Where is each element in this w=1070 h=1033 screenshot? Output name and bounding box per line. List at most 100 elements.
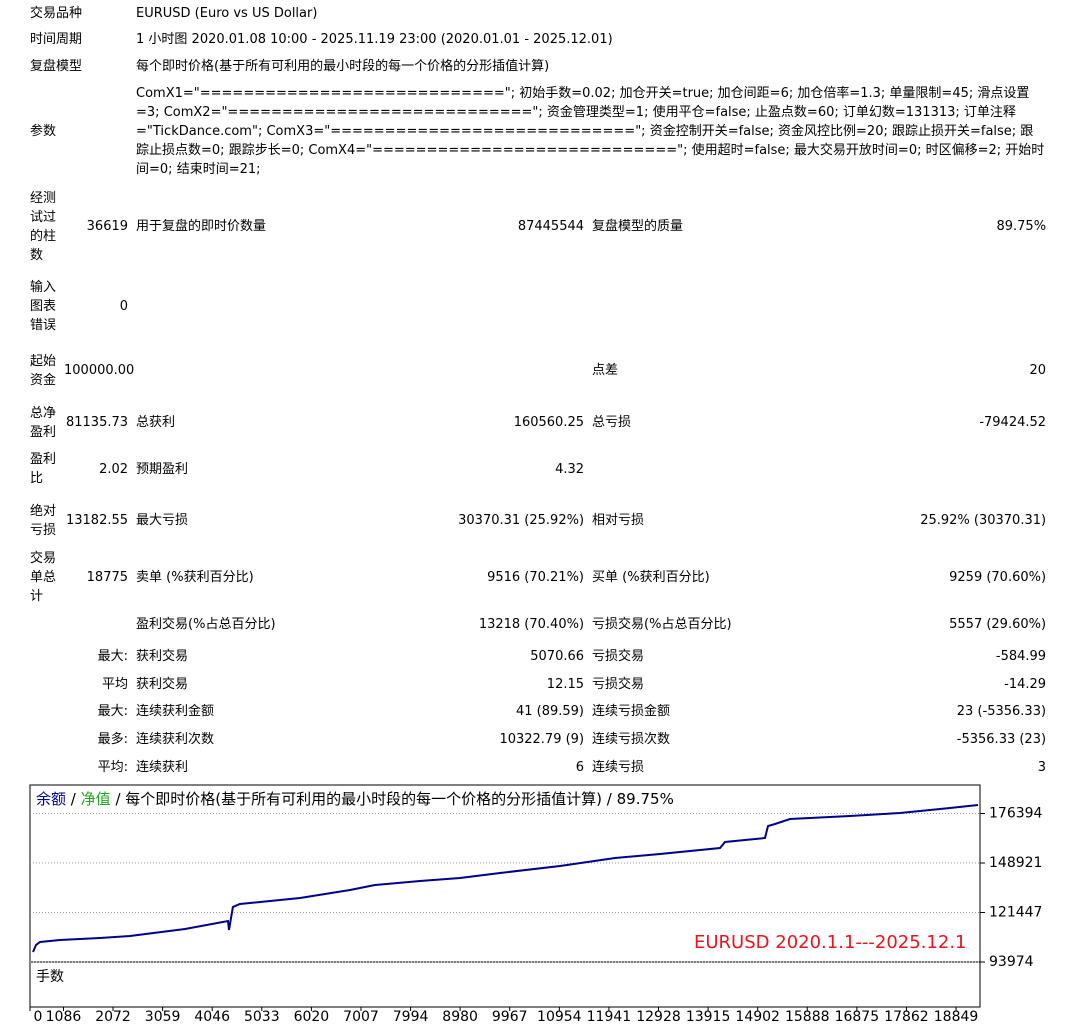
- x-tick-label: 2072: [95, 1009, 131, 1025]
- cell: 时间周期: [30, 32, 83, 47]
- cell: 6: [575, 759, 585, 775]
- x-tick-label: 1086: [46, 1009, 82, 1025]
- cell: ComX1="============================"; 初始…: [136, 85, 1045, 177]
- cell: [132, 271, 362, 342]
- cell: [818, 446, 1050, 492]
- cell: 获利交易: [136, 649, 189, 664]
- row: 时间周期 1 小时图 2020.01.08 10:00 - 2025.11.19 …: [26, 26, 1050, 53]
- x-tick-label: 10954: [537, 1009, 582, 1025]
- row: 平均 获利交易 12.15 亏损交易 -14.29: [26, 670, 1050, 698]
- cell: -584.99: [995, 649, 1047, 664]
- cell: -79424.52: [979, 415, 1047, 430]
- x-tick-label: 17862: [884, 1009, 929, 1025]
- cell: 23 (-5356.33): [956, 704, 1047, 719]
- cell: 连续亏损金额: [592, 704, 671, 719]
- x-tick-label: 3059: [145, 1009, 181, 1025]
- lots-label: 手数: [36, 969, 64, 985]
- cell: [60, 606, 132, 643]
- row: 平均: 连续获利 6 连续亏损 3: [26, 753, 1050, 781]
- x-tick-label: 14902: [735, 1009, 780, 1025]
- row: 经测试过的柱数 36619 用于复盘的即时价数量 87445544 复盘模型的质量 89.…: [26, 182, 1050, 271]
- y-tick-label: 148921: [989, 855, 1042, 871]
- x-tick-label: 0: [34, 1009, 43, 1025]
- row: 绝对亏损 13182.55 最大亏损 30370.31 (25.92%) 相对亏损 25.…: [26, 492, 1050, 549]
- legend-separator: /: [607, 790, 613, 808]
- cell: 盈利交易(%占总百分比): [136, 617, 276, 632]
- cell: 复盘模型: [30, 59, 83, 74]
- y-tick-label: 93974: [989, 954, 1034, 970]
- x-tick-label: 4046: [194, 1009, 230, 1025]
- cell: 起始资金: [30, 353, 57, 388]
- x-tick-label: 18849: [934, 1009, 979, 1025]
- cell: 30370.31 (25.92%): [458, 513, 585, 528]
- cell: 2.02: [99, 461, 129, 477]
- cell: 87445544: [517, 219, 585, 234]
- row: 复盘模型 每个即时价格(基于所有可利用的最小时段的每一个价格的分形插值计算): [26, 53, 1050, 80]
- legend-equity: 净值: [81, 790, 111, 808]
- cell: 交易品种: [30, 5, 83, 21]
- cell: 5070.66: [530, 649, 585, 664]
- row: 最多: 连续获利次数 10322.79 (9) 连续亏损次数 -5356.33 (23): [26, 725, 1050, 753]
- cell: 盈利比: [30, 452, 57, 486]
- cell: 平均: [102, 676, 129, 692]
- cell: [132, 342, 362, 399]
- row: 输入图表错误 0: [26, 271, 1050, 342]
- cell: 连续亏损: [592, 759, 645, 775]
- cell: 13182.55: [65, 513, 129, 528]
- cell: 最大:: [97, 704, 129, 719]
- cell: 18775: [86, 570, 129, 585]
- cell: 平均:: [97, 759, 129, 775]
- cell: 最大亏损: [136, 513, 189, 528]
- cell: 连续获利金额: [136, 704, 215, 719]
- balance-line: [32, 804, 979, 953]
- cell: 最大:: [97, 649, 129, 664]
- row: 盈利比 2.02 预期盈利 4.32: [26, 446, 1050, 492]
- cell: 1 小时图 2020.01.08 10:00 - 2025.11.19 23:0…: [136, 32, 613, 47]
- cell: 20: [1029, 363, 1047, 378]
- cell: 25.92% (30370.31): [920, 513, 1047, 528]
- row: 交易品种 EURUSD (Euro vs US Dollar): [26, 0, 1050, 26]
- legend-separator: /: [115, 790, 121, 808]
- cell: 获利交易: [136, 676, 189, 692]
- chart: 93974 121447 148921 176394 0 1086 2072 3059 4046…: [29, 784, 1043, 1025]
- cell: 绝对亏损: [30, 503, 57, 538]
- annotation: EURUSD 2020.1.1---2025.12.1: [694, 932, 967, 953]
- x-tick-label: 12928: [636, 1009, 681, 1025]
- cell: 81135.73: [65, 415, 129, 430]
- cell: 9259 (70.60%): [949, 570, 1047, 585]
- cell: -5356.33 (23): [956, 731, 1047, 747]
- cell: 输入图表错误: [30, 280, 57, 333]
- x-tick-label: 13915: [686, 1009, 731, 1025]
- cell: -14.29: [1004, 676, 1047, 692]
- x-tick-label: 7994: [393, 1009, 429, 1025]
- report-table: 交易品种 EURUSD (Euro vs US Dollar) 时间周期 1 小时图 …: [26, 0, 1050, 781]
- cell: 最多:: [97, 731, 129, 747]
- cell: [362, 342, 588, 399]
- cell: 160560.25: [513, 415, 585, 430]
- cell: 卖单 (%获利百分比): [136, 570, 254, 585]
- cell: 点差: [592, 363, 619, 378]
- row: 交易单总计 18775 卖单 (%获利百分比) 9516 (70.21%) 买单 (%获…: [26, 549, 1050, 606]
- cell: 89.75%: [996, 219, 1047, 234]
- cell: 交易单总计: [30, 551, 57, 604]
- cell: EURUSD (Euro vs US Dollar): [136, 5, 318, 21]
- cell: 亏损交易(%占总百分比): [592, 617, 732, 632]
- cell: 用于复盘的即时价数量: [136, 219, 267, 234]
- cell: 9516 (70.21%): [487, 570, 585, 585]
- cell: 亏损交易: [592, 676, 645, 692]
- row: 总净盈利 81135.73 总获利 160560.25 总亏损 -79424.52: [26, 399, 1050, 446]
- x-tick-label: 5033: [244, 1009, 280, 1025]
- cell: [818, 271, 1050, 342]
- cell: [26, 753, 60, 781]
- legend-separator: /: [71, 790, 77, 808]
- cell: 连续亏损次数: [592, 731, 671, 747]
- cell: 亏损交易: [592, 649, 645, 664]
- legend: 余额 / 净值 / 每个即时价格(基于所有可利用的最小时段的每一个价格的分形插值…: [36, 790, 674, 808]
- row: 最大: 连续获利金额 41 (89.59) 连续亏损金额 23 (-5356.33): [26, 698, 1050, 725]
- x-tick-label: 16875: [835, 1009, 880, 1025]
- cell: 13218 (70.40%): [478, 617, 585, 632]
- plot-frame: [29, 784, 981, 1008]
- cell: 36619: [86, 219, 129, 234]
- row: 最大: 获利交易 5070.66 亏损交易 -584.99: [26, 643, 1050, 670]
- cell: 总净盈利: [30, 405, 57, 440]
